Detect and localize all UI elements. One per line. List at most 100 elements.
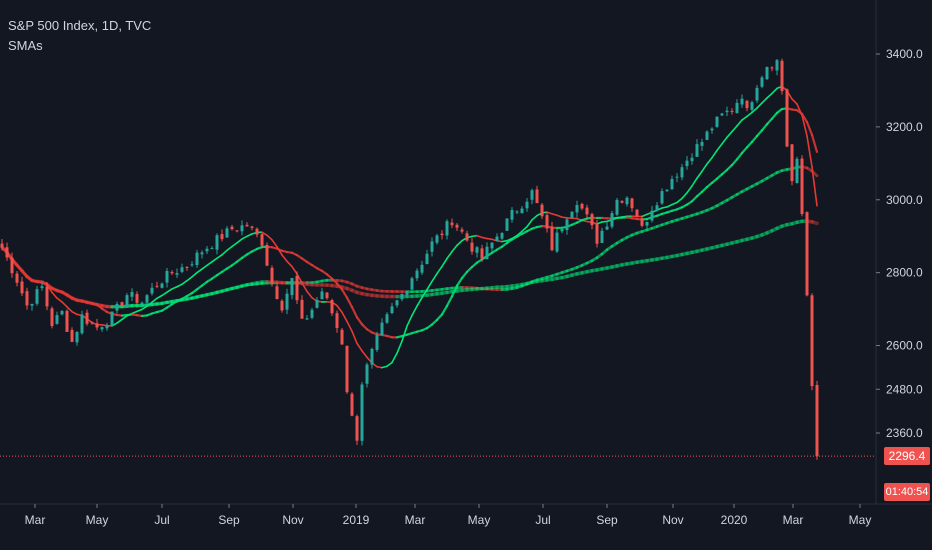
candle-body: [620, 201, 624, 203]
sma-100-segment: [740, 237, 749, 243]
sma-100-segment: [100, 303, 109, 309]
sma-100-segment: [555, 275, 564, 281]
sma-10-segment: [161, 291, 168, 297]
candle-body: [100, 327, 104, 330]
sma-10-segment: [401, 325, 408, 342]
candle-body: [690, 157, 694, 162]
candle-body: [700, 141, 704, 146]
x-tick-label: 2019: [343, 513, 370, 527]
candle-body: [735, 102, 739, 113]
sma-100-segment: [160, 300, 169, 306]
candle-body: [95, 323, 99, 328]
sma-100-segment: [425, 292, 434, 297]
candle-body: [530, 190, 534, 200]
sma-10-segment: [291, 265, 298, 275]
x-tick-label: May: [86, 513, 109, 527]
sma-100-segment: [150, 302, 159, 307]
sma-100-segment: [490, 285, 499, 290]
sma-20-segment: [725, 163, 734, 171]
sma-20-segment: [805, 120, 814, 137]
candle-body: [495, 236, 499, 241]
sma-10-segment: [396, 340, 403, 355]
sma-10-segment: [471, 234, 478, 238]
sma-10-segment: [141, 305, 148, 311]
candle-body: [365, 364, 369, 384]
x-tick-label: 2020: [721, 513, 748, 527]
candle-body: [215, 235, 219, 250]
candle-body: [775, 60, 779, 71]
sma-100-segment: [450, 289, 459, 294]
candle-body: [325, 292, 329, 299]
candle-body: [275, 286, 279, 299]
sma-10-segment: [306, 290, 313, 299]
sma-10-segment: [766, 92, 773, 99]
candle-body: [260, 234, 264, 246]
sma-10-segment: [546, 211, 553, 215]
sma-100-segment: [625, 261, 634, 266]
sma-20-segment: [700, 185, 709, 193]
sma-20-segment: [340, 288, 349, 299]
candle-body: [140, 302, 144, 304]
candle-body: [155, 285, 159, 287]
candle-body: [0, 243, 4, 248]
sma-100-segment: [170, 298, 179, 304]
sma-100-segment: [35, 279, 44, 284]
sma-100-segment: [560, 274, 569, 280]
sma-20-segment: [430, 318, 439, 326]
candle-body: [15, 273, 19, 283]
sma-100-segment: [45, 282, 54, 291]
sma-10-segment: [181, 279, 188, 286]
sma-100-segment: [30, 278, 39, 284]
time-axis[interactable]: Mar May Jul Sep Nov 2019 Mar May Jul Sep Nov 2020 Ma…: [25, 504, 872, 527]
sma-10-segment: [196, 268, 203, 274]
sma-20-segment: [470, 261, 479, 269]
x-tick-label: May: [468, 513, 491, 527]
sma-20-segment: [465, 265, 474, 273]
sma-100-segment: [545, 277, 554, 282]
sma-100-segment: [435, 291, 444, 296]
x-tick-label: Mar: [25, 513, 46, 527]
sma-20-segment: [755, 129, 764, 138]
sma-100-segment: [665, 254, 674, 260]
sma-20-segment: [715, 173, 724, 180]
candle-body: [760, 77, 764, 87]
sma-100-segment: [660, 255, 669, 261]
sma-100-segment: [345, 286, 354, 293]
sma-100-segment: [175, 298, 184, 303]
sma-10-segment: [601, 220, 608, 223]
sma-10-segment: [136, 308, 143, 313]
sma-20-segment: [440, 304, 449, 316]
sma-100-segment: [515, 282, 524, 288]
sma-10-segment: [191, 271, 198, 278]
x-tick-label: Mar: [783, 513, 804, 527]
sma-100-segment: [635, 259, 644, 265]
candle-body: [285, 293, 289, 310]
sma-10-segment: [451, 244, 458, 253]
candle-body: [550, 226, 554, 251]
candle-body: [350, 393, 354, 416]
y-tick-label: 2360.0: [886, 426, 923, 440]
last-price-badge: 2296.4: [884, 447, 930, 466]
indicator-title[interactable]: SMAs: [8, 38, 43, 53]
sma-10-segment: [376, 365, 383, 369]
sma-100-segment: [725, 241, 734, 247]
sma-100-segment: [65, 293, 74, 300]
sma-100-segment: [330, 283, 339, 288]
candle-body: [650, 210, 654, 221]
sma-10-segment: [221, 249, 228, 256]
candle-body: [120, 302, 124, 306]
symbol-title[interactable]: S&P 500 Index, 1D, TVC: [8, 18, 152, 33]
candle-body: [80, 314, 84, 334]
sma-20-segment: [345, 296, 354, 309]
sma-100-segment: [80, 299, 89, 305]
candle-body: [410, 278, 414, 290]
sma-10-segment: [226, 245, 233, 252]
sma-10-segment: [726, 130, 733, 139]
candle-body: [510, 210, 514, 220]
price-axis[interactable]: 3400.0 3200.0 3000.0 2800.0 2600.0 2480.0 2360…: [876, 47, 923, 440]
candle-body: [565, 219, 569, 230]
sma-lines: [0, 85, 819, 369]
sma-10-segment: [271, 238, 278, 248]
sma-10-segment: [426, 280, 433, 291]
